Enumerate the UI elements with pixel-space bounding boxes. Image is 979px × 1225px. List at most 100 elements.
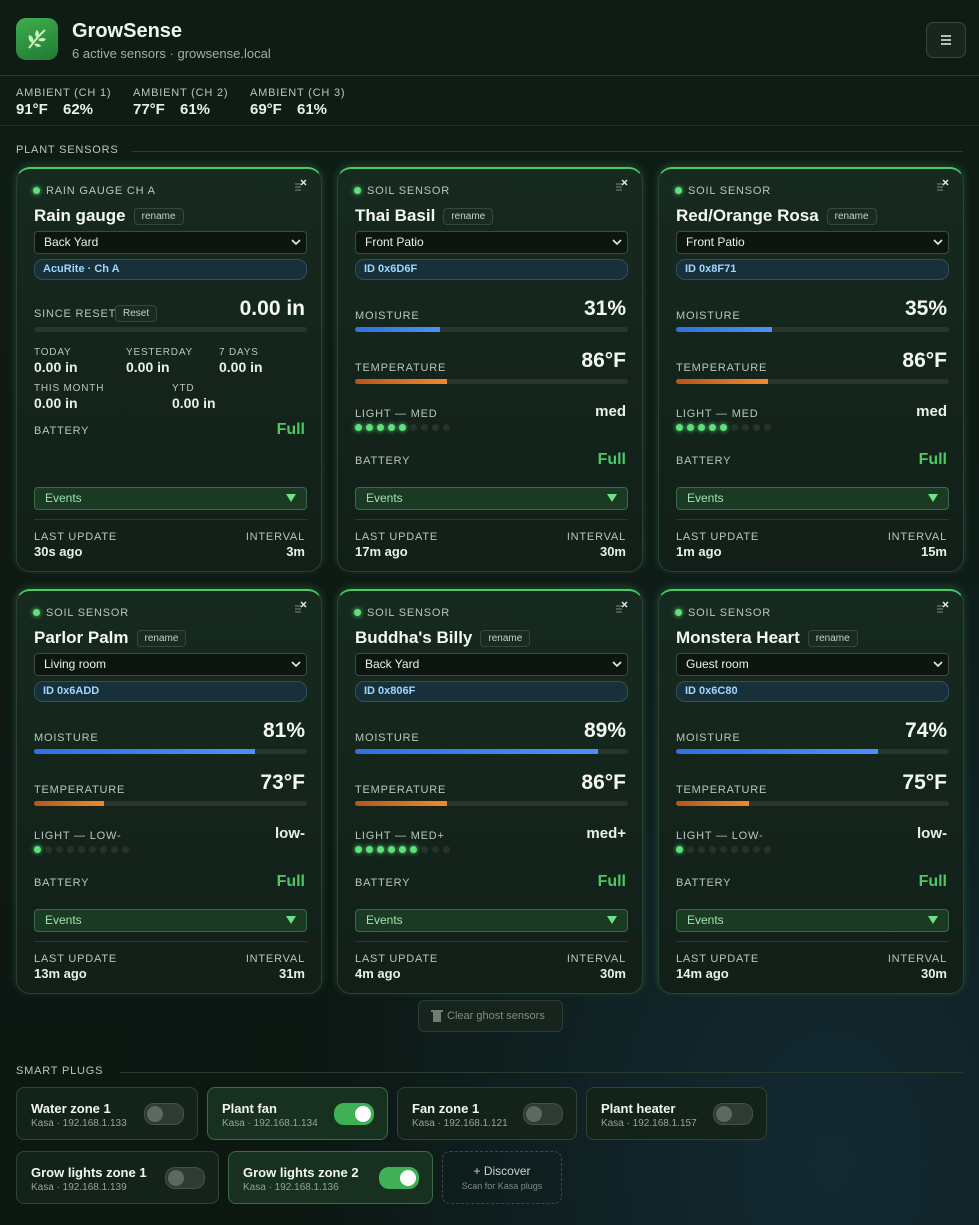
since-reset-bar (34, 327, 307, 332)
location-select[interactable]: Front Patio (676, 231, 949, 254)
card-divider (676, 519, 949, 520)
status-dot (33, 187, 40, 194)
menu-button[interactable] (926, 22, 966, 58)
chevron (933, 239, 943, 246)
events-dropdown[interactable]: Events (355, 487, 628, 510)
status-dot (366, 424, 373, 431)
moisture-track (676, 327, 949, 332)
sensor-kind: SOIL SENSOR (46, 607, 129, 619)
rename-button[interactable]: rename (480, 629, 531, 647)
name-row: Monstera Heart rename (676, 628, 858, 648)
events-arrow (607, 916, 617, 924)
since-reset-label: SINCE RESET (34, 308, 117, 320)
close-icon (295, 601, 307, 613)
light-value: med+ (586, 825, 626, 842)
location-select[interactable]: Front Patio (355, 231, 628, 254)
header: GrowSense 6 active sensors · growsense.l… (0, 0, 979, 76)
moisture-bar (676, 749, 879, 754)
events-dropdown[interactable]: Events (34, 487, 307, 510)
rename-button[interactable]: rename (826, 207, 877, 225)
last-update-value: 4m ago (355, 966, 401, 981)
plug-toggle[interactable] (379, 1167, 419, 1189)
ambient-humidity: 61% (297, 101, 328, 118)
light-label: LIGHT — MED (676, 408, 759, 420)
plug-toggle[interactable] (165, 1167, 205, 1189)
stat-label: THIS MONTH (34, 383, 105, 394)
location-select[interactable]: Back Yard (355, 653, 628, 676)
card-divider (34, 941, 307, 942)
events-dropdown[interactable]: Events (676, 909, 949, 932)
location-select[interactable]: Back Yard (34, 231, 307, 254)
events-arrow (286, 916, 296, 924)
temperature-label: TEMPERATURE (676, 784, 768, 796)
status-dot (753, 424, 760, 431)
plug-toggle[interactable] (144, 1103, 184, 1125)
rename-button[interactable]: rename (807, 629, 858, 647)
reset-button[interactable]: Reset (115, 305, 158, 322)
moisture-bar (676, 327, 772, 332)
name-row: Rain gauge rename (34, 206, 184, 226)
sensor-name: Thai Basil (355, 206, 436, 225)
status-dot (675, 609, 682, 616)
sensor-card: SOIL SENSOR Parlor Palm rename Living room I… (16, 589, 322, 994)
sensor-name: Red/Orange Rosa (676, 206, 819, 225)
plug-card: Grow lights zone 1 Kasa · 192.168.1.139 (16, 1151, 219, 1204)
events-dropdown[interactable]: Events (34, 909, 307, 932)
events-dropdown[interactable]: Events (676, 487, 949, 510)
status-dot (709, 846, 716, 853)
stat-value: 0.00 in (219, 359, 263, 375)
location-value: Front Patio (686, 235, 745, 249)
status-dot (432, 424, 439, 431)
sensor-kind: SOIL SENSOR (688, 185, 771, 197)
discover-button[interactable]: + Discover Scan for Kasa plugs (442, 1151, 562, 1204)
last-update-label: LAST UPDATE (676, 531, 759, 543)
toggle-knob (355, 1106, 371, 1122)
clear-ghost-button[interactable]: Clear ghost sensors (418, 1000, 563, 1032)
moisture-bar (355, 749, 598, 754)
status-dot (399, 424, 406, 431)
temperature-label: TEMPERATURE (34, 784, 126, 796)
interval-value: 31m (278, 966, 305, 981)
moisture-value: 31% (583, 297, 626, 320)
location-select[interactable]: Living room (34, 653, 307, 676)
light-dots (34, 846, 134, 854)
temperature-track (355, 379, 628, 384)
light-label: LIGHT — LOW- (676, 830, 764, 842)
ambient-temperature: 77°F (133, 101, 165, 118)
plug-toggle[interactable] (334, 1103, 374, 1125)
temperature-bar (34, 801, 104, 806)
sensor-id: ID 0x806F (355, 681, 628, 702)
temperature-bar (355, 801, 448, 806)
light-value: med (595, 403, 626, 420)
chevron (612, 239, 622, 246)
status-dot (89, 846, 96, 853)
rename-button[interactable]: rename (443, 207, 494, 225)
location-select[interactable]: Guest room (676, 653, 949, 676)
status-dot (687, 846, 694, 853)
ambient-label: AMBIENT (CH 2) (133, 87, 229, 99)
status-dot (764, 424, 771, 431)
ambient-temperature: 91°F (16, 101, 48, 118)
rename-button[interactable]: rename (133, 207, 184, 225)
events-text: Events (366, 491, 403, 505)
events-arrow (928, 494, 938, 502)
sensor-id: ID 0x8F71 (676, 259, 949, 280)
status-dot (675, 187, 682, 194)
temperature-label: TEMPERATURE (355, 784, 447, 796)
status-dot (122, 846, 129, 853)
card-divider (355, 941, 628, 942)
interval-value: 15m (920, 544, 947, 559)
status-dot (78, 846, 85, 853)
moisture-label: MOISTURE (676, 310, 741, 322)
plug-name: Water zone 1 (31, 1101, 111, 1116)
stat-label: YTD (172, 383, 195, 394)
app-logo (16, 18, 58, 60)
menu-icon (941, 35, 951, 45)
location-value: Living room (44, 657, 107, 671)
plug-toggle[interactable] (523, 1103, 563, 1125)
rename-button[interactable]: rename (136, 629, 187, 647)
card-divider (676, 941, 949, 942)
events-dropdown[interactable]: Events (355, 909, 628, 932)
status-dot (34, 846, 41, 853)
plug-toggle[interactable] (713, 1103, 753, 1125)
